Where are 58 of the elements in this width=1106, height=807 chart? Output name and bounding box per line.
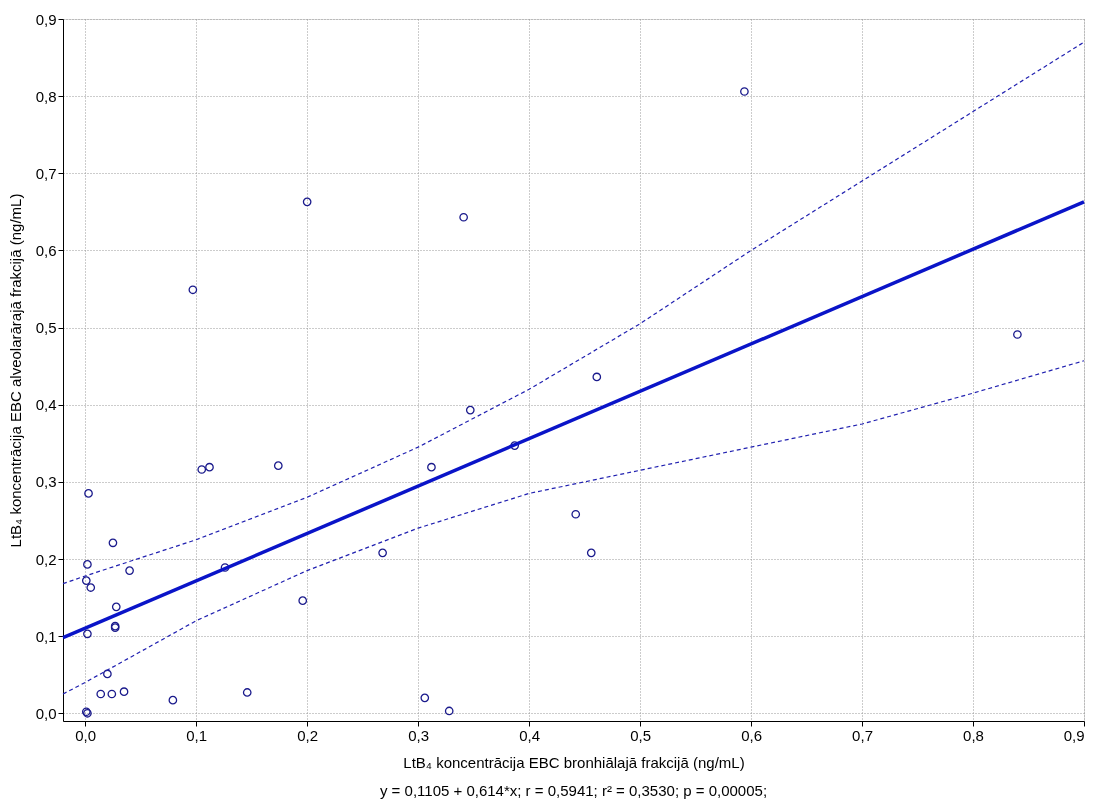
- point: [459, 212, 468, 222]
- y-tick-label: 0,5: [35, 319, 57, 337]
- point: [108, 538, 118, 548]
- point: [103, 669, 112, 679]
- point: [197, 465, 207, 474]
- point: [84, 489, 93, 498]
- point: [586, 548, 596, 558]
- line-series: [62, 360, 1085, 695]
- x-tick-label: 0,5: [630, 726, 652, 744]
- y-tick-label: 0,3: [35, 473, 57, 491]
- point: [427, 462, 436, 472]
- point: [571, 509, 581, 519]
- x-tick-label: 0,4: [519, 726, 541, 744]
- point: [168, 695, 178, 705]
- point: [83, 629, 92, 639]
- y-tick-label: 0,6: [35, 241, 57, 259]
- y-tick-label: 0,1: [35, 627, 57, 645]
- y-tick-label: 0,0: [35, 704, 57, 722]
- point: [205, 462, 214, 472]
- x-tick-label: 0,7: [852, 726, 873, 744]
- x-tick-label: 0,2: [297, 726, 319, 744]
- point: [242, 688, 252, 697]
- line-series: [62, 41, 1085, 585]
- point: [107, 689, 117, 699]
- text: y = 0,1105 + 0,614*x; r = 0,5941; r² = 0,3530; p = 0,00005;: [379, 782, 768, 799]
- point: [96, 689, 106, 699]
- point: [510, 441, 520, 450]
- point: [298, 596, 308, 606]
- point: [273, 461, 283, 471]
- point: [420, 693, 430, 703]
- point: [86, 583, 96, 592]
- point: [111, 602, 121, 612]
- point: [188, 285, 198, 295]
- point: [81, 576, 91, 585]
- x-tick-label: 0,9: [1063, 726, 1085, 744]
- point: [125, 566, 134, 575]
- point: [740, 87, 749, 96]
- x-axis-title: LtB₄ koncentrācija EBC bronhiālajā frakcijā (ng/mL): [403, 753, 745, 771]
- x-tick-label: 0,0: [75, 726, 97, 744]
- y-tick-label: 0,9: [35, 10, 57, 28]
- x-tick-label: 0,1: [186, 726, 208, 744]
- point: [83, 560, 92, 569]
- y-tick-label: 0,4: [35, 396, 57, 414]
- point: [119, 687, 129, 697]
- point: [444, 706, 454, 716]
- point: [592, 372, 602, 382]
- point: [465, 405, 475, 415]
- y-tick-label: 0,8: [35, 87, 57, 105]
- y-tick-label: 0,7: [35, 164, 57, 182]
- x-tick-label: 0,6: [741, 726, 762, 744]
- y-tick-label: 0,2: [35, 550, 57, 568]
- point: [302, 197, 312, 207]
- point: [378, 548, 387, 558]
- x-tick-label: 0,3: [408, 726, 430, 744]
- x-tick-label: 0,8: [963, 726, 984, 744]
- y-axis-title: LtB₄ koncentrācija EBC alveolarārajā frakcijā (ng/mL): [6, 193, 24, 548]
- point: [220, 563, 230, 572]
- point: [1013, 330, 1022, 339]
